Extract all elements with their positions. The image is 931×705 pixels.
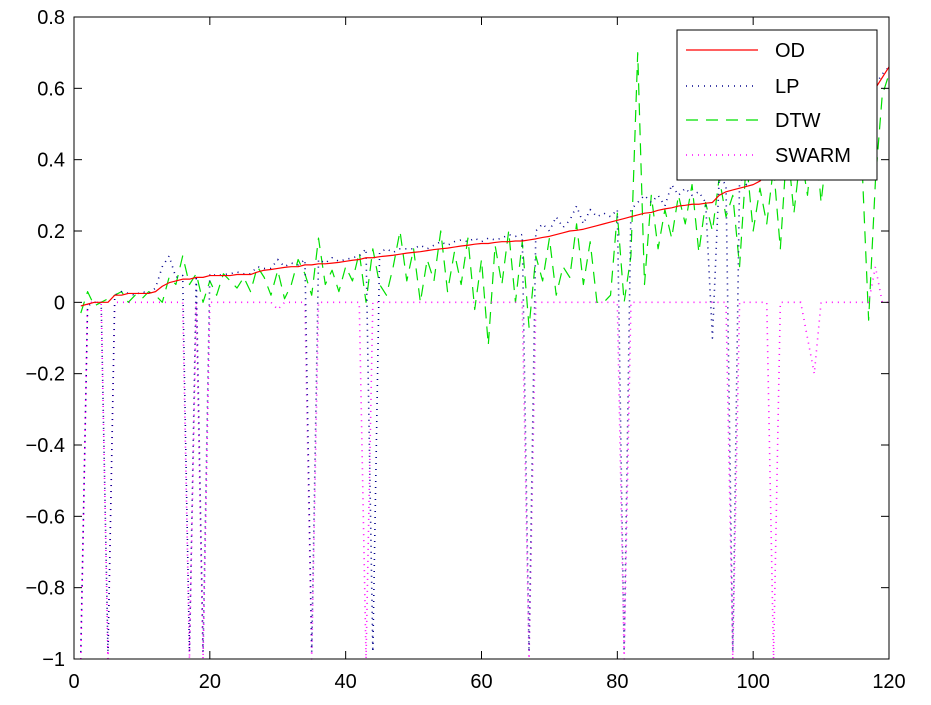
legend-lp-label: LP — [775, 76, 799, 98]
legend-od-label: OD — [775, 40, 805, 62]
x-tick-label: 0 — [68, 671, 79, 693]
y-tick-label: −0.4 — [26, 435, 65, 457]
series-layer — [79, 52, 890, 660]
y-tick-label: −0.2 — [26, 364, 65, 386]
y-tick-label: 0.8 — [37, 7, 65, 29]
axis-layer: 0 20 40 60 80 100 120 −1 −0.8 −0.6 −0.4 −0.2 0 0.2 0.4… — [26, 7, 906, 693]
y-tick-label: −0.6 — [26, 506, 65, 528]
series-line-od — [80, 66, 890, 307]
y-tick-label: 0.6 — [37, 78, 65, 100]
x-tick-label: 80 — [606, 671, 628, 693]
y-tick-label: 0.4 — [37, 150, 65, 172]
y-tick-label: 0 — [54, 292, 65, 314]
y-tick-label: 0.2 — [37, 221, 65, 243]
x-tick-label: 20 — [199, 671, 221, 693]
legend: OD LP DTW SWARM — [676, 29, 878, 181]
y-tick-label: −1 — [42, 649, 65, 671]
x-tick-label: 60 — [470, 671, 492, 693]
series-line-dtw — [80, 52, 890, 346]
y-tick-label: −0.8 — [26, 578, 65, 600]
x-tick-label: 120 — [872, 671, 905, 693]
x-tick-label: 40 — [335, 671, 357, 693]
legend-swarm-label: SWARM — [775, 145, 851, 167]
legend-dtw-label: DTW — [775, 110, 821, 132]
x-tick-label: 100 — [736, 671, 769, 693]
